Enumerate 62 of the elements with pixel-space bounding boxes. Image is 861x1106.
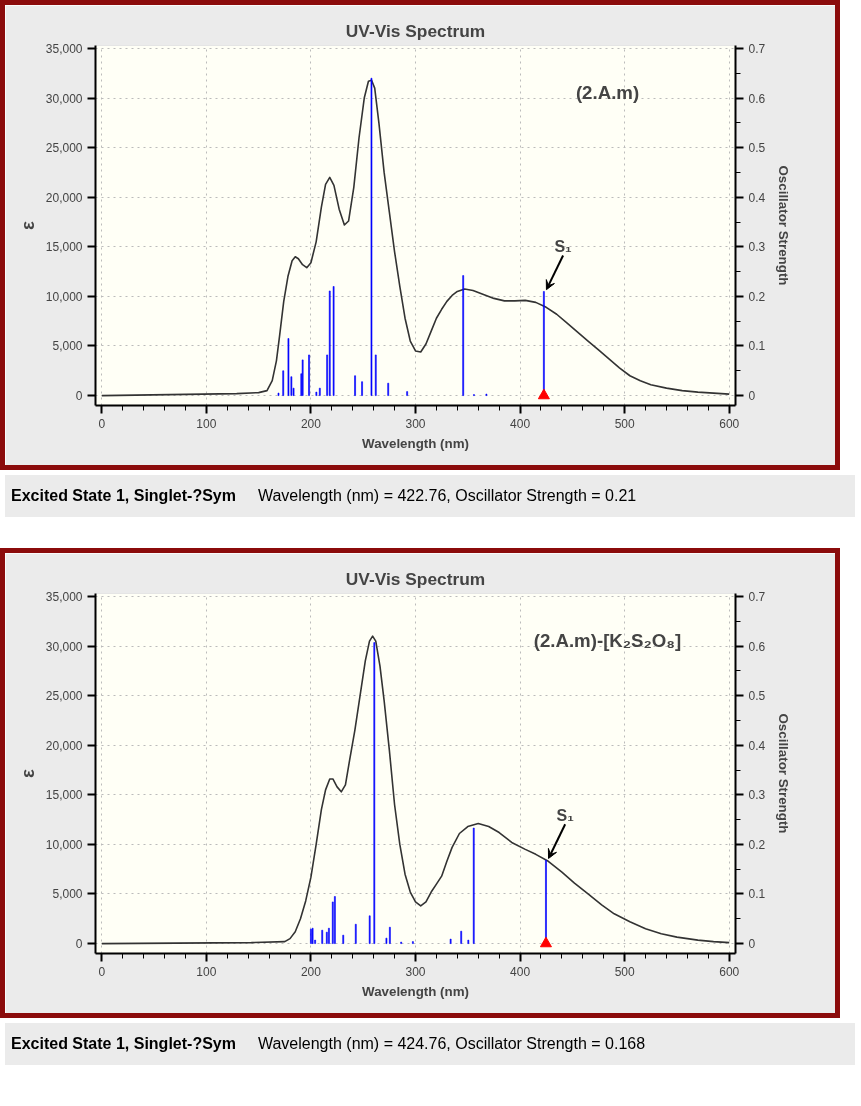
y2-tick-label: 0.3 <box>748 240 766 255</box>
y2-tick-label: 0.4 <box>748 190 766 205</box>
x-tick-label: 600 <box>719 964 740 979</box>
y2-tick-label: 0.3 <box>748 788 766 803</box>
x-axis-title: Wavelength (nm) <box>362 983 469 999</box>
y-tick-label: 25,000 <box>45 689 83 704</box>
y2-tick-label: 0 <box>748 937 756 952</box>
y-tick-label: 5,000 <box>52 339 83 354</box>
y-tick-label: 10,000 <box>45 289 83 304</box>
y2-tick-label: 0.2 <box>748 289 766 304</box>
y-axis-title: ε <box>16 220 38 230</box>
x-tick-label: 0 <box>98 964 106 979</box>
y2-tick-label: 0.1 <box>748 887 766 902</box>
y-tick-label: 20,000 <box>45 738 83 753</box>
y2-tick-label: 0.6 <box>748 639 766 654</box>
y-tick-label: 35,000 <box>45 589 83 604</box>
x-tick-label: 100 <box>196 964 217 979</box>
annotation: S₁ <box>554 238 573 256</box>
text: Wavelength (nm) = 422.76, Oscillator Strength = 0.21 <box>257 487 637 504</box>
x-tick-label: 0 <box>98 416 106 431</box>
y2-tick-label: 0.7 <box>748 41 766 56</box>
x-tick-label: 400 <box>510 416 531 431</box>
x-tick-label: 500 <box>614 416 635 431</box>
x-tick-label: 300 <box>405 416 426 431</box>
y2-tick-label: 0.5 <box>748 141 766 156</box>
y-tick-label: 5,000 <box>52 887 83 902</box>
y2-tick-label: 0.4 <box>748 738 766 753</box>
annotation: (2.A.m)-[K₂S₂O₈] <box>533 629 682 651</box>
y2-axis-title: Oscillator Strength <box>776 713 792 834</box>
x-axis-title: Wavelength (nm) <box>362 435 469 451</box>
y2-tick-label: 0 <box>748 389 756 404</box>
y2-tick-label: 0.7 <box>748 589 766 604</box>
x-tick-label: 300 <box>405 964 426 979</box>
y2-tick-label: 0.6 <box>748 91 766 106</box>
chart-title: UV-Vis Spectrum <box>345 568 486 589</box>
y-tick-label: 35,000 <box>45 41 83 56</box>
y-tick-label: 30,000 <box>45 639 83 654</box>
y-tick-label: 10,000 <box>45 837 83 852</box>
y-tick-label: 25,000 <box>45 141 83 156</box>
x-tick-label: 600 <box>719 416 740 431</box>
y2-tick-label: 0.2 <box>748 837 766 852</box>
y-tick-label: 0 <box>75 937 83 952</box>
x-tick-label: 200 <box>300 416 322 431</box>
chart-title: UV-Vis Spectrum <box>345 20 486 41</box>
annotation: (2.A.m) <box>575 81 640 103</box>
y2-tick-label: 0.1 <box>748 339 766 354</box>
text: Wavelength (nm) = 424.76, Oscillator Strength = 0.168 <box>257 1035 646 1052</box>
x-tick-label: 100 <box>196 416 217 431</box>
x-tick-label: 500 <box>614 964 635 979</box>
x-tick-label: 400 <box>510 964 531 979</box>
y2-tick-label: 0.5 <box>748 689 766 704</box>
annotation: S₁ <box>556 807 575 825</box>
y-tick-label: 15,000 <box>45 240 83 255</box>
text: Excited State 1, Singlet-?Sym <box>11 1035 236 1052</box>
y-tick-label: 0 <box>75 389 83 404</box>
y-tick-label: 15,000 <box>45 788 83 803</box>
y-tick-label: 30,000 <box>45 91 83 106</box>
y2-axis-title: Oscillator Strength <box>776 165 792 286</box>
y-axis-title: ε <box>16 768 38 778</box>
x-tick-label: 200 <box>300 964 322 979</box>
text: Excited State 1, Singlet-?Sym <box>11 487 236 504</box>
y-tick-label: 20,000 <box>45 190 83 205</box>
